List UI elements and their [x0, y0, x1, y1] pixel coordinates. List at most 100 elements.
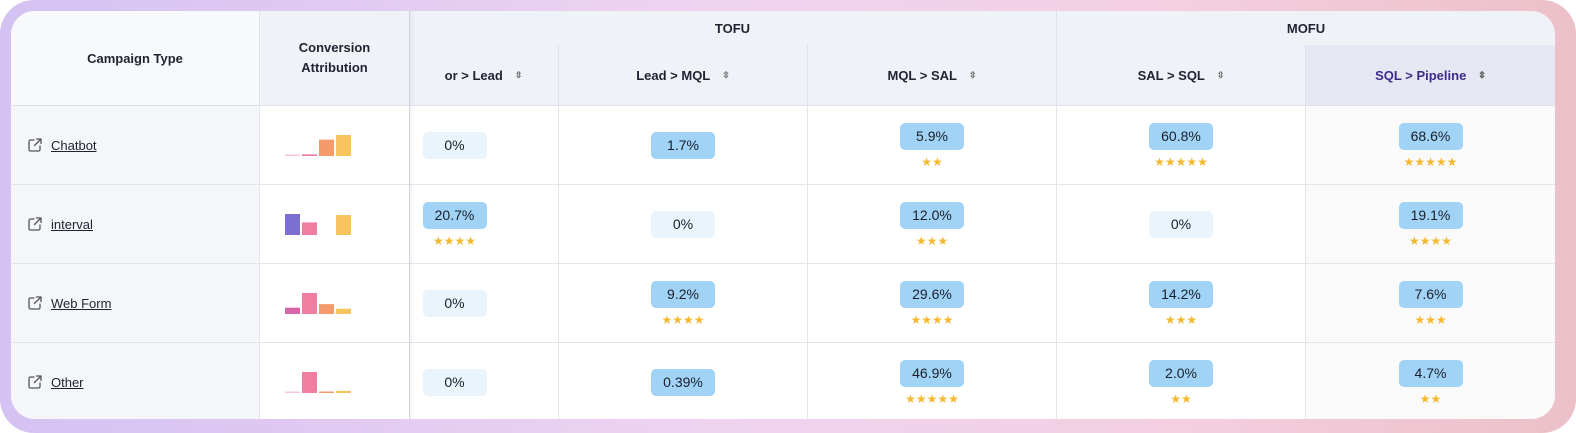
- sort-arrows-icon[interactable]: ⇳: [968, 69, 977, 80]
- attribution-bar: [285, 307, 300, 314]
- rate-cell: 0.39%: [559, 343, 808, 419]
- table-row: Web Form: [11, 264, 409, 343]
- star-rating: ★★: [921, 154, 943, 169]
- table-row: interval: [11, 185, 409, 264]
- column-label: SAL > SQL: [1137, 67, 1205, 83]
- star-rating: ★★★★★: [905, 391, 959, 406]
- rate-cell: 1.7%: [559, 106, 808, 184]
- column-header-mql-sal[interactable]: MQL > SAL ⇳: [808, 45, 1057, 106]
- attribution-chart: [260, 264, 409, 342]
- rate-cell: 0%: [409, 106, 559, 184]
- rate-pill: 19.1%: [1398, 201, 1463, 229]
- attribution-bar: [319, 139, 334, 156]
- column-header-campaign-type[interactable]: Campaign Type: [11, 11, 260, 106]
- attribution-bar: [285, 214, 300, 235]
- attribution-bar: [302, 293, 317, 314]
- sort-arrows-icon[interactable]: ⇳: [1216, 69, 1225, 80]
- attribution-bar: [285, 154, 300, 156]
- rate-cell: 60.8% ★★★★★: [1057, 106, 1306, 184]
- rate-cell: 0%: [409, 343, 559, 419]
- table-row: 0% 9.2% ★★★★ 29.6% ★★★★ 14.2% ★★★ 7.6% ★★★: [11, 264, 1555, 343]
- campaign-funnel-table: TOFU MOFU or > Lead ⇳ Lead > MQL ⇳ MQL >…: [11, 11, 1555, 419]
- rate-cell: 2.0% ★★: [1057, 343, 1306, 419]
- rate-pill: 29.6%: [900, 280, 964, 308]
- external-link-icon[interactable]: [27, 216, 43, 232]
- attribution-bar: [302, 372, 317, 393]
- rate-pill: 12.0%: [900, 201, 964, 229]
- rate-pill: 60.8%: [1149, 122, 1213, 150]
- star-rating: ★★★★★: [1403, 154, 1458, 169]
- column-header-lead-mql[interactable]: Lead > MQL ⇳: [559, 45, 808, 106]
- rate-pill: 0%: [651, 210, 715, 238]
- sort-arrows-icon[interactable]: ⇳: [722, 69, 730, 80]
- frozen-columns: Campaign Type Conversion Attribution Cha…: [11, 11, 410, 419]
- rate-pill: 0%: [422, 289, 487, 317]
- sort-arrows-icon[interactable]: ⇳: [514, 69, 523, 80]
- column-label: Lead > MQL: [636, 67, 711, 83]
- rate-cell: 9.2% ★★★★: [559, 264, 808, 342]
- attribution-chart: [260, 185, 409, 263]
- sort-arrows-icon[interactable]: ⇳: [1478, 69, 1486, 80]
- rate-cell: 20.7% ★★★★: [409, 185, 559, 263]
- attribution-bar: [336, 390, 351, 393]
- rate-pill: 0.39%: [651, 368, 715, 396]
- header-label-line2: Attribution: [301, 60, 368, 75]
- column-header-visitor-lead[interactable]: or > Lead ⇳: [409, 45, 559, 106]
- rate-pill: 7.6%: [1398, 280, 1463, 308]
- column-label: SQL > Pipeline: [1375, 67, 1467, 83]
- group-header-mofu: MOFU: [1057, 11, 1555, 46]
- rate-pill: 46.9%: [900, 359, 964, 387]
- attribution-bar-chart: [285, 372, 351, 393]
- rate-pill: 4.7%: [1398, 359, 1463, 387]
- star-rating: ★★★★: [1408, 233, 1453, 248]
- rate-pill: 9.2%: [651, 280, 715, 308]
- external-link-icon[interactable]: [27, 295, 43, 311]
- rate-cell: 7.6% ★★★: [1306, 264, 1555, 342]
- rate-cell: 19.1% ★★★★: [1306, 185, 1555, 263]
- table-row: 0% 1.7% 5.9% ★★ 60.8% ★★★★★ 68.6% ★★★★★: [11, 106, 1555, 185]
- star-rating: ★★: [1170, 391, 1192, 406]
- star-rating: ★★: [1419, 391, 1442, 406]
- rate-cell: 12.0% ★★★: [808, 185, 1057, 263]
- attribution-bar: [336, 308, 351, 314]
- campaign-link[interactable]: interval: [51, 216, 93, 232]
- table-row: Chatbot: [11, 106, 409, 185]
- rate-cell: 68.6% ★★★★★: [1306, 106, 1555, 184]
- star-rating: ★★★: [915, 233, 949, 248]
- campaign-link[interactable]: Other: [51, 374, 84, 390]
- external-link-icon[interactable]: [27, 374, 43, 390]
- table-row: 0% 0.39% 46.9% ★★★★★ 2.0% ★★ 4.7% ★★: [11, 343, 1555, 419]
- column-header-conversion-attribution[interactable]: Conversion Attribution: [260, 11, 409, 106]
- column-header-sql-pipeline[interactable]: SQL > Pipeline ⇳: [1306, 45, 1555, 106]
- star-rating: ★★★★: [432, 233, 477, 248]
- star-rating: ★★★★: [910, 312, 954, 327]
- star-rating: ★★★★★: [1154, 154, 1208, 169]
- rate-pill: 0%: [422, 368, 487, 396]
- rate-pill: 14.2%: [1149, 280, 1213, 308]
- header-label-line1: Conversion: [298, 40, 371, 55]
- attribution-bar-chart: [285, 214, 351, 235]
- star-rating: ★★★: [1414, 312, 1447, 327]
- rate-pill: 2.0%: [1149, 359, 1213, 387]
- rate-cell: 0%: [409, 264, 559, 342]
- table-row: 20.7% ★★★★ 0% 12.0% ★★★ 0% 19.1% ★★★★: [11, 185, 1555, 264]
- rate-cell: 14.2% ★★★: [1057, 264, 1306, 342]
- attribution-bar-chart: [285, 293, 351, 314]
- campaign-link[interactable]: Chatbot: [51, 137, 97, 153]
- campaign-link[interactable]: Web Form: [51, 295, 112, 311]
- star-rating: ★★★: [1164, 312, 1198, 327]
- column-header-sal-sql[interactable]: SAL > SQL ⇳: [1057, 45, 1306, 106]
- rate-pill: 68.6%: [1398, 122, 1463, 150]
- table-row: Other: [11, 343, 409, 419]
- external-link-icon[interactable]: [27, 137, 43, 153]
- rate-cell: 4.7% ★★: [1306, 343, 1555, 419]
- attribution-bar: [319, 304, 334, 314]
- attribution-chart: [260, 343, 409, 419]
- rate-cell: 0%: [559, 185, 808, 263]
- attribution-bar-chart: [285, 135, 351, 156]
- attribution-chart: [260, 106, 409, 184]
- rate-cell: 0%: [1057, 185, 1306, 263]
- attribution-bar: [302, 154, 317, 156]
- campaign-cell: interval: [11, 185, 260, 263]
